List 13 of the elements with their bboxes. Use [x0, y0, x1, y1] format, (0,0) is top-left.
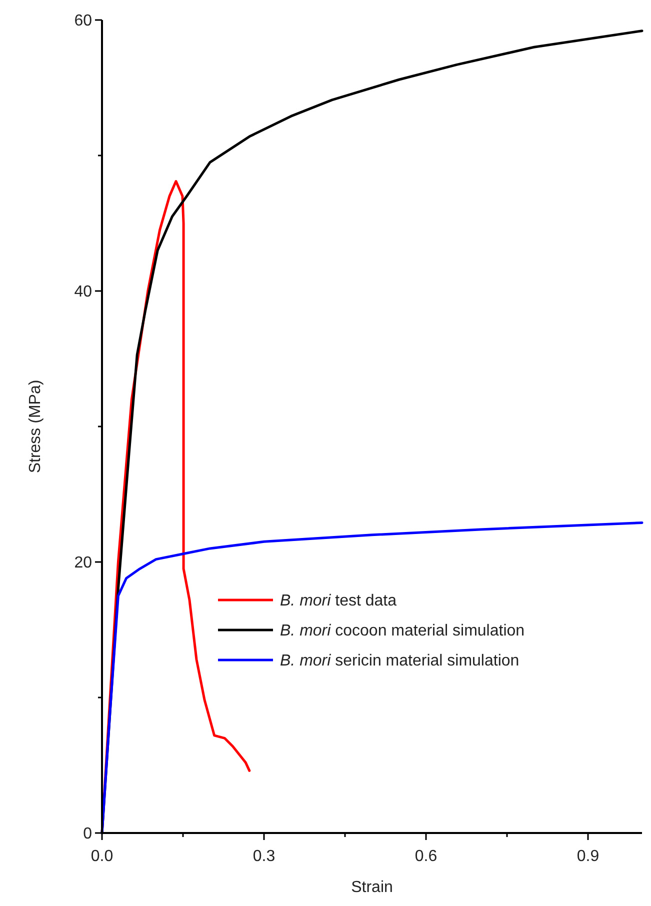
x-axis-title: Strain [351, 879, 393, 896]
legend-label: B. mori test data [280, 592, 397, 610]
legend-label: B. mori sericin material simulation [280, 652, 520, 670]
x-tick-label: 0.0 [90, 848, 114, 865]
x-tick-label: 0.6 [414, 848, 438, 865]
y-tick-label: 0 [83, 826, 92, 843]
legend-label: B. mori cocoon material simulation [280, 622, 525, 640]
y-tick-label: 20 [74, 554, 92, 572]
y-tick-label: 60 [74, 12, 92, 30]
y-axis-title: Stress (MPa) [27, 380, 44, 474]
y-tick-label: 40 [74, 284, 92, 301]
x-tick-label: 0.9 [576, 848, 600, 865]
x-tick-label: 0.3 [252, 848, 276, 865]
